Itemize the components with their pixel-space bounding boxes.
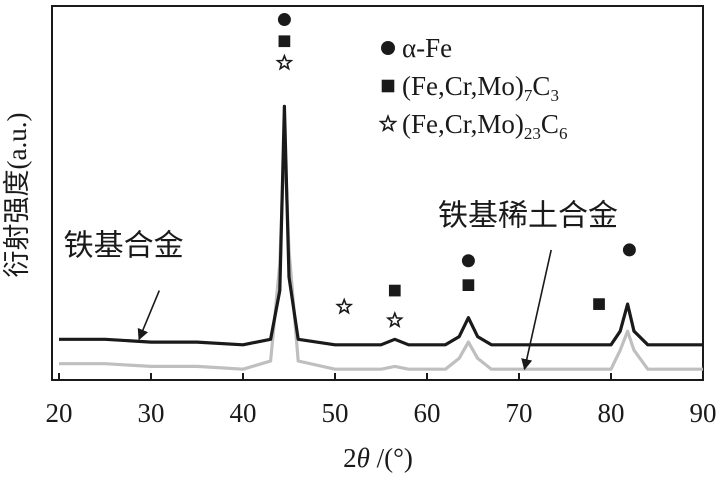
circle-marker <box>461 254 475 268</box>
star-marker <box>385 310 404 329</box>
x-tick-label: 80 <box>598 398 625 428</box>
plot-area: 20 30 40 50 60 70 80 90 α-Fe (Fe,Cr,Mo)7C3 (Fe,Cr,… <box>46 5 717 428</box>
annotation-arrow-2 <box>521 249 552 371</box>
annotation-label-2: 铁基稀土合金 <box>438 199 618 234</box>
series-line-fe-based-re-alloy <box>59 137 703 371</box>
x-axis-label: 2θ /(°) <box>343 443 413 473</box>
square-marker <box>388 284 401 297</box>
x-tick-label: 60 <box>414 398 441 428</box>
legend-label: (Fe,Cr,Mo)7C3 <box>402 71 559 105</box>
star-marker <box>335 297 354 315</box>
circle-marker <box>622 243 636 257</box>
x-tick-label: 30 <box>138 398 165 428</box>
x-tick-label: 40 <box>230 398 257 428</box>
star-marker <box>275 53 294 71</box>
x-tick-label: 50 <box>322 398 349 428</box>
y-axis-label: 衍射强度(a.u.) <box>2 113 32 278</box>
square-marker <box>462 279 475 291</box>
x-tick-label: 70 <box>506 398 533 428</box>
x-tick-label: 20 <box>46 398 73 428</box>
series-line-fe-based-alloy <box>59 104 703 347</box>
circle-marker <box>277 13 291 27</box>
annotation-arrow-1 <box>137 290 161 341</box>
plot-frame <box>51 5 704 381</box>
star-marker <box>378 114 398 133</box>
square-marker <box>278 35 291 48</box>
square-marker <box>593 298 605 310</box>
annotation-label-1: 铁基合金 <box>64 228 184 263</box>
x-tick-label: 90 <box>690 398 717 428</box>
legend-label: (Fe,Cr,Mo)23C6 <box>402 109 567 143</box>
legend-label: α-Fe <box>402 33 452 63</box>
square-marker <box>381 79 395 93</box>
circle-marker <box>381 41 395 55</box>
